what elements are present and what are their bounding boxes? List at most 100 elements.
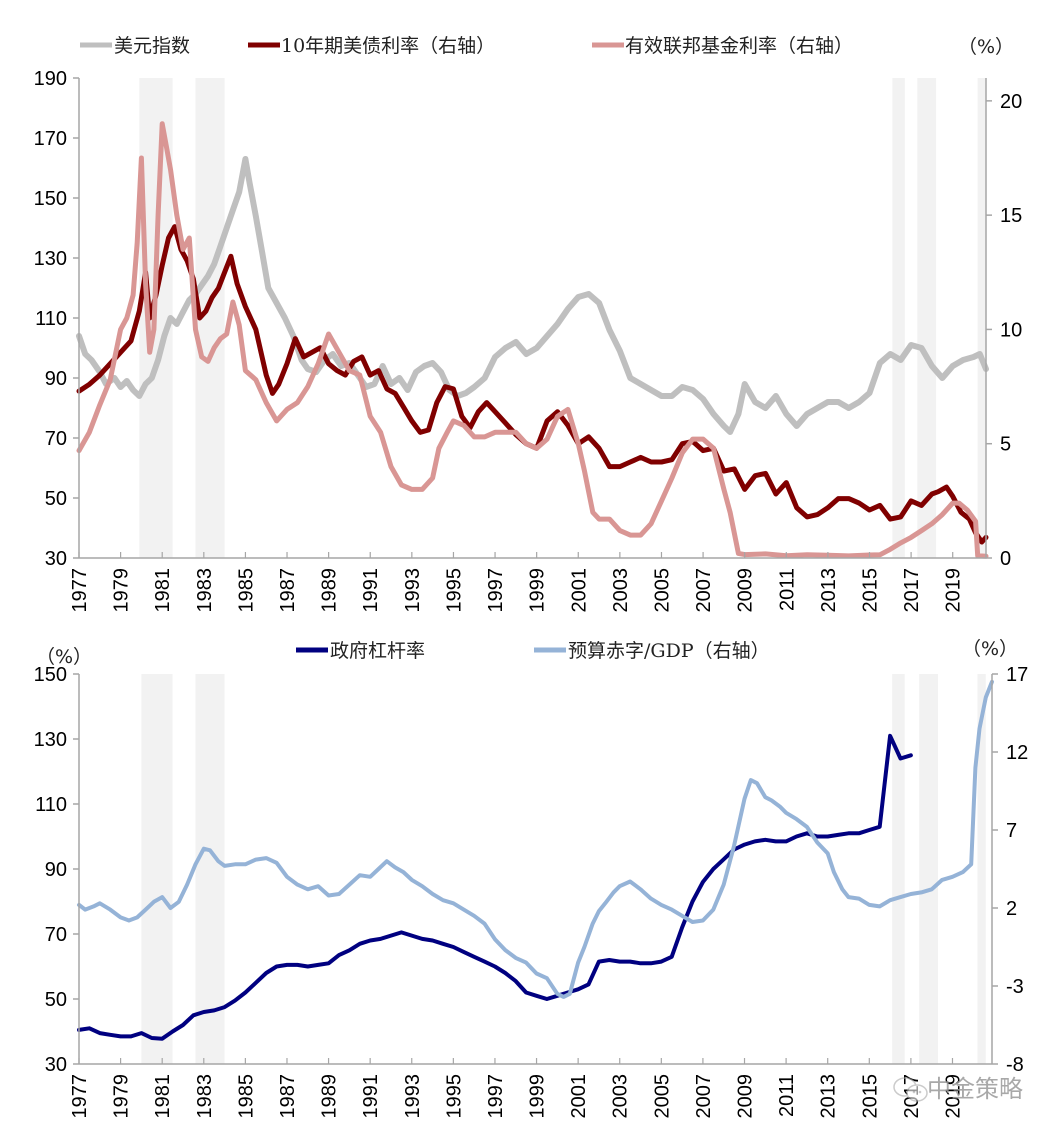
- x-tick-label: 1983: [194, 1074, 216, 1119]
- right-tick-label: 20: [1000, 91, 1022, 113]
- x-tick-label: 1993: [402, 568, 424, 613]
- right-tick-label: 5: [1000, 434, 1011, 456]
- right-tick-label: 2: [1006, 898, 1017, 920]
- left-tick-label: 150: [34, 664, 67, 686]
- x-tick-label: 1985: [235, 1074, 257, 1119]
- right-tick-label: 7: [1006, 820, 1017, 842]
- bottom-recession-shading: [141, 674, 986, 1064]
- x-tick-label: 1977: [69, 568, 91, 613]
- x-tick-label: 1999: [527, 1074, 549, 1119]
- left-tick-label: 50: [45, 989, 67, 1011]
- left-tick-label: 190: [34, 68, 67, 90]
- x-tick-label: 1991: [360, 1074, 382, 1119]
- legend-label-gov-leverage: 政府杠杆率: [330, 640, 425, 662]
- right-tick-label: 0: [1000, 548, 1011, 570]
- x-tick-label: 2013: [818, 1074, 840, 1119]
- x-tick-label: 1983: [194, 568, 216, 613]
- x-tick-label: 1997: [485, 1074, 507, 1119]
- x-tick-label: 1999: [527, 568, 549, 613]
- x-tick-label: 2011: [776, 1074, 798, 1117]
- x-tick-label: 2007: [693, 1074, 715, 1119]
- watermark: 中金策略: [893, 1075, 1023, 1103]
- x-tick-label: 1995: [443, 568, 465, 613]
- series-line-1-0: [77, 733, 913, 1041]
- x-tick-label: 2001: [568, 568, 590, 613]
- wechat-logo-icon: [893, 1077, 928, 1102]
- bottom-chart: （%） 政府杠杆率 预算赤字/GDP（右轴） （%） 30 50 70 90 110 13…: [34, 638, 1029, 1119]
- series-line-0-2: [76, 121, 989, 559]
- x-tick-label: 2015: [860, 568, 882, 613]
- recession-band: [195, 674, 225, 1064]
- x-tick-label: 1989: [319, 1074, 341, 1119]
- right-tick-label: -3: [1006, 976, 1024, 998]
- x-tick-label: 2009: [735, 1074, 757, 1119]
- x-tick-label: 2019: [942, 1074, 964, 1119]
- legend-label-fed-funds: 有效联邦基金利率（右轴）: [625, 35, 853, 57]
- right-tick-label: 15: [1000, 205, 1022, 227]
- x-tick-label: 2009: [735, 568, 757, 613]
- top-legend: 美元指数 10年期美债利率（右轴） 有效联邦基金利率（右轴） （%）: [80, 35, 1014, 58]
- x-tick-label: 2017: [901, 568, 923, 613]
- x-tick-label: 1987: [277, 568, 299, 613]
- recession-band: [892, 78, 905, 558]
- x-tick-label: 2003: [610, 1074, 632, 1119]
- right-tick-label: 10: [1000, 319, 1022, 341]
- x-tick-label: 2003: [610, 568, 632, 613]
- legend-label-dollar-index: 美元指数: [114, 35, 190, 57]
- left-tick-label: 90: [45, 859, 67, 881]
- left-tick-label: 150: [34, 188, 67, 210]
- x-tick-label: 2011: [776, 568, 798, 611]
- series-line-1-1: [77, 679, 994, 999]
- left-tick-label: 170: [34, 128, 67, 150]
- recession-band: [892, 674, 905, 1064]
- bottom-legend: （%） 政府杠杆率 预算赤字/GDP（右轴） （%）: [36, 638, 1018, 668]
- x-tick-label: 2001: [568, 1074, 590, 1119]
- bottom-ticks: 30 50 70 90 110 130 150 -8 -3 2 7 12 17 1977 1979 1981 1…: [34, 664, 1029, 1119]
- top-ticks: 30 50 70 90 110 130 150 170 190 0 5 10 15 20 1977 1979 1…: [34, 68, 1023, 613]
- left-tick-label: 70: [45, 924, 67, 946]
- x-tick-label: 1981: [152, 568, 174, 613]
- left-tick-label: 130: [34, 729, 67, 751]
- x-tick-label: 1991: [360, 568, 382, 613]
- x-tick-label: 2005: [651, 568, 673, 613]
- x-tick-label: 1979: [111, 568, 133, 613]
- x-tick-label: 1995: [443, 1074, 465, 1119]
- x-tick-label: 2019: [943, 568, 965, 613]
- x-tick-label: 1993: [402, 1074, 424, 1119]
- left-tick-label: 30: [45, 548, 67, 570]
- x-tick-label: 2013: [818, 568, 840, 613]
- series-line-0-1: [76, 224, 989, 545]
- x-tick-label: 1997: [485, 568, 507, 613]
- left-tick-label: 50: [45, 488, 67, 510]
- top-series-lines: [76, 121, 989, 559]
- recession-band: [141, 674, 173, 1064]
- right-tick-label: 12: [1006, 742, 1028, 764]
- x-tick-label: 1989: [319, 568, 341, 613]
- legend-label-deficit-gdp: 预算赤字/GDP（右轴）: [568, 640, 770, 662]
- recession-band: [977, 674, 986, 1064]
- x-tick-label: 1981: [152, 1074, 174, 1119]
- x-tick-label: 1987: [277, 1074, 299, 1119]
- recession-band: [977, 78, 986, 558]
- top-chart: 美元指数 10年期美债利率（右轴） 有效联邦基金利率（右轴） （%） 30507…: [34, 35, 1023, 613]
- left-tick-label: 110: [35, 308, 67, 330]
- x-tick-label: 1977: [69, 1074, 91, 1119]
- left-tick-label: 90: [45, 368, 67, 390]
- x-tick-label: 2007: [693, 568, 715, 613]
- bottom-right-axis-unit: （%）: [962, 638, 1018, 660]
- recession-band: [917, 78, 937, 558]
- x-tick-label: 1985: [235, 568, 257, 613]
- legend-label-10y-yield: 10年期美债利率（右轴）: [281, 35, 495, 57]
- left-tick-label: 110: [35, 794, 67, 816]
- recession-band: [919, 674, 938, 1064]
- left-tick-label: 130: [34, 248, 67, 270]
- x-tick-label: 2015: [859, 1074, 881, 1119]
- top-right-axis-unit: （%）: [958, 36, 1014, 58]
- x-tick-label: 1979: [111, 1074, 133, 1119]
- x-tick-label: 2005: [651, 1074, 673, 1119]
- right-tick-label: 17: [1006, 664, 1028, 686]
- watermark-text: 中金策略: [927, 1075, 1023, 1103]
- right-tick-label: -8: [1006, 1054, 1024, 1076]
- bottom-left-axis-unit: （%）: [36, 646, 92, 668]
